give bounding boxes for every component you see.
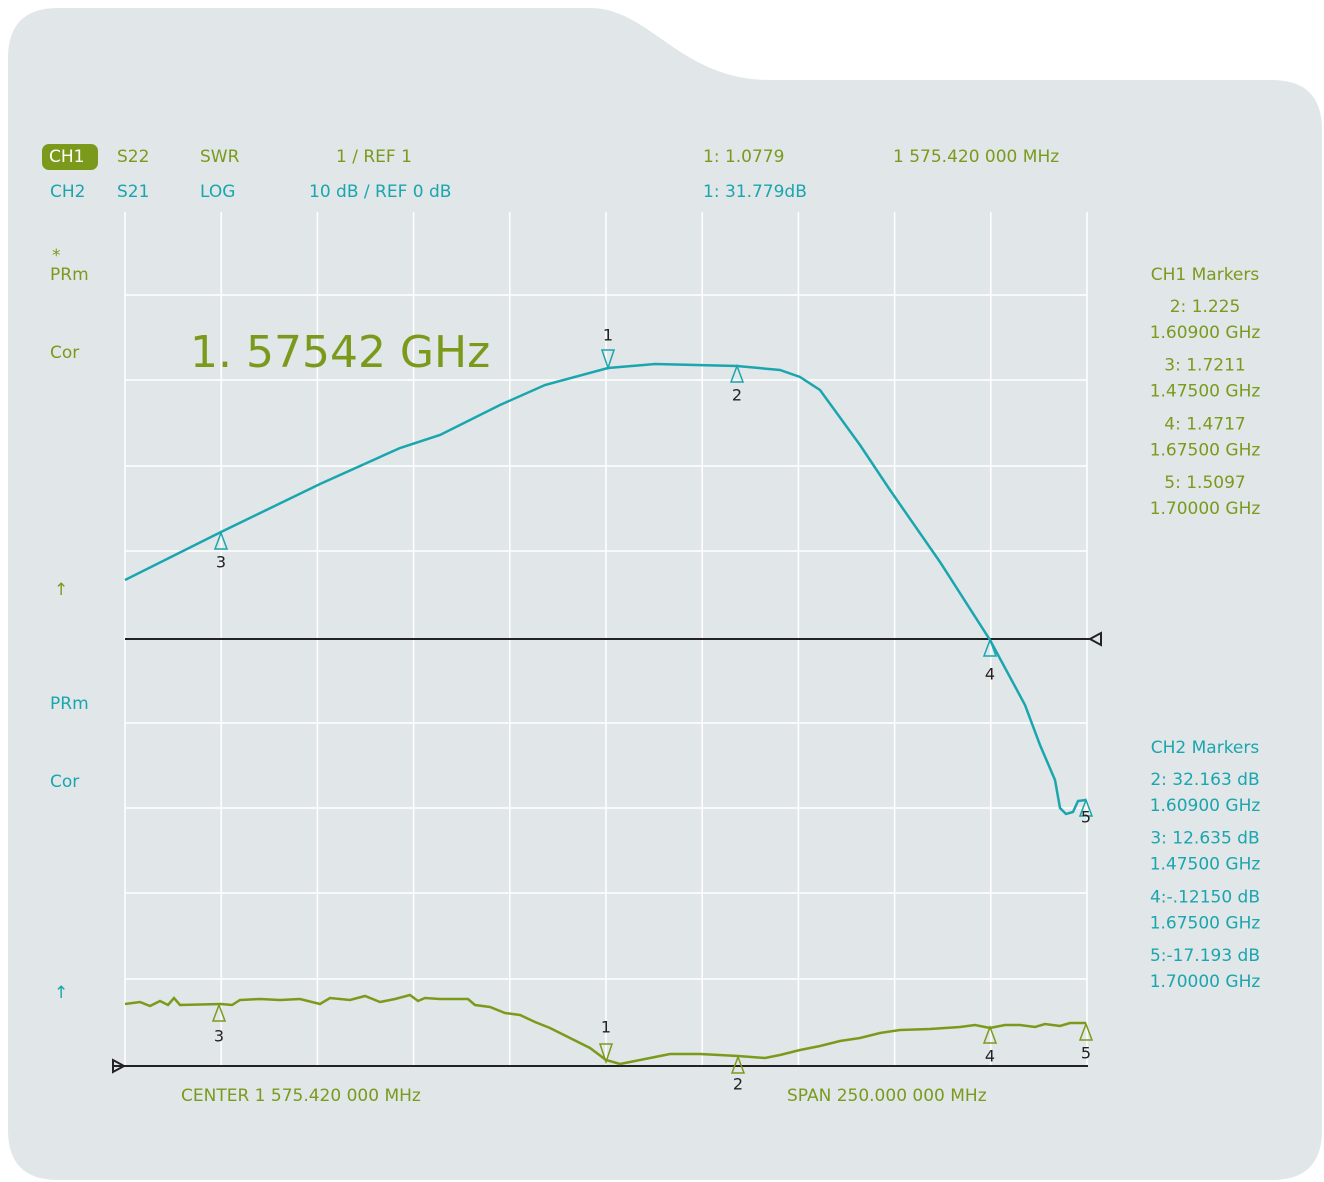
marker-triangle [1078,797,1094,817]
scale: 10 dB / REF 0 dB [309,182,451,202]
marker-triangle [1078,1021,1094,1041]
marker-readout: 1.60900 GHz [1150,323,1261,343]
marker-readout: 1: 31.779dB [703,182,807,202]
center-frequency: CENTER 1 575.420 000 MHz [181,1086,421,1106]
marker-number: 5 [1081,808,1091,827]
marker-number: 1 [603,326,613,345]
marker-number: 3 [216,553,226,572]
marker-number: 4 [985,665,995,684]
marker-triangle [211,1002,227,1022]
reference-arrow: ↑ [54,983,68,1003]
marker-readout: 1.47500 GHz [1150,382,1261,402]
scale: 1 / REF 1 [336,147,412,167]
frequency-readout: 1 575.420 000 MHz [893,147,1059,167]
status-star: * [52,246,61,266]
marker-readout: 1.67500 GHz [1150,440,1261,460]
markers-title: CH2 Markers [1151,738,1260,758]
active-channel-badge [42,144,98,170]
status-label: Cor [50,343,79,363]
format: SWR [200,147,240,167]
marker-readout: 3: 1.7211 [1164,356,1245,376]
marker-triangle [982,1024,998,1044]
marker-triangle [982,637,998,657]
marker-number: 4 [985,1047,995,1066]
marker-readouts: 2: 1.225 1.60900 GHz 3: 1.7211 1.47500 GHz 4… [1150,297,1261,992]
reference-pointer [112,1058,127,1074]
marker-triangle [600,349,616,371]
marker-readout: 1.47500 GHz [1150,855,1261,875]
marker-readout: 1.60900 GHz [1150,796,1261,816]
marker-number: 1 [601,1018,611,1037]
format: LOG [200,182,235,202]
marker-triangle [729,363,745,383]
panel [8,8,1322,1180]
marker-triangle [213,530,229,550]
reference-pointer [1087,631,1102,647]
channel-label: CH1 [49,147,84,167]
marker-readout: 1.67500 GHz [1150,913,1261,933]
reference-arrow: ↑ [54,580,68,600]
status-label: PRm [50,694,89,714]
marker-triangle [598,1043,614,1065]
marker-readout: 2: 32.163 dB [1150,770,1259,790]
active-frequency: 1. 57542 GHz [190,327,490,378]
marker-number: 2 [733,1075,743,1094]
marker-number: 3 [214,1027,224,1046]
marker-readout: 1: 1.0779 [703,147,784,167]
status-label: Cor [50,772,79,792]
parameter: S21 [117,182,149,202]
marker-readout: 5:-17.193 dB [1150,946,1260,966]
trace-markers: 1 2 3 4 5 1 2 3 4 5 [211,326,1094,1094]
marker-readout: 2: 1.225 [1170,297,1241,317]
marker-readout: 3: 12.635 dB [1150,829,1259,849]
marker-readout: 4: 1.4717 [1164,414,1245,434]
marker-number: 5 [1081,1044,1091,1063]
marker-readout: 5: 1.5097 [1164,473,1245,493]
ch1-trace [124,362,1087,816]
ch2-trace [124,993,1086,1066]
markers-title: CH1 Markers [1151,265,1260,285]
marker-readout: 4:-.12150 dB [1150,887,1260,907]
marker-readout: 1.70000 GHz [1150,499,1261,519]
marker-number: 2 [732,386,742,405]
marker-readout: 1.70000 GHz [1150,972,1261,992]
marker-triangle [730,1054,746,1074]
status-label: PRm [50,265,89,285]
parameter: S22 [117,147,149,167]
channel-label: CH2 [50,182,85,202]
span: SPAN 250.000 000 MHz [787,1086,987,1106]
